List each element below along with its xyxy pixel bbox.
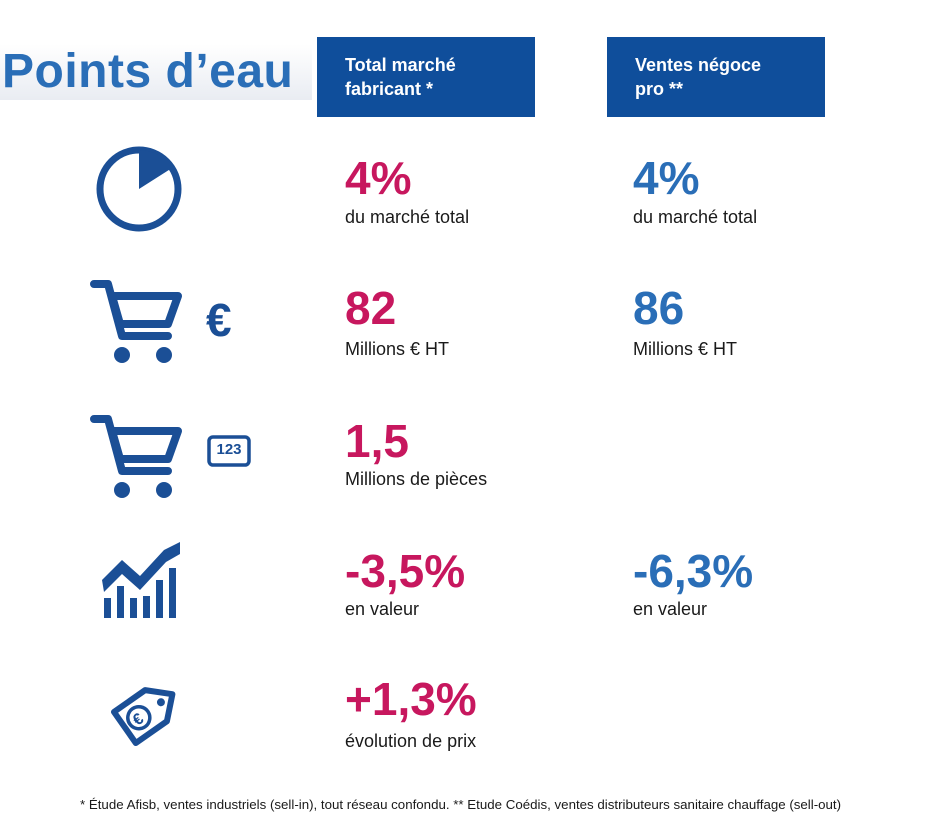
market-share-fabricant: 4% [345,152,412,204]
trend-chart-icon [102,542,180,618]
value-change-negoce: -6,3% [633,545,754,597]
price-change-fabricant: +1,3% [345,673,477,725]
sales-value-fabricant: 82 [345,282,397,334]
sales-value-negoce-label: Millions € HT [633,339,738,359]
title-band [0,44,312,100]
value-change-negoce-label: en valeur [633,599,708,619]
market-share-fabricant-label: du marché total [345,207,470,227]
pieces-count-fabricant-label: Millions de pièces [345,469,488,489]
value-change-fabricant: -3,5% [345,545,466,597]
pieces-count-fabricant: 1,5 [345,415,409,467]
cart-euro-icon: € [90,280,232,363]
column-header-ventes-negoce: Ventes négoce pro ** [607,37,825,117]
sales-value-fabricant-label: Millions € HT [345,339,450,359]
column-header-line: fabricant * [345,79,434,99]
price-tag-euro-icon: € [110,687,176,747]
footnote: * Étude Afisb, ventes industriels (sell-… [80,797,842,812]
market-share-negoce: 4% [633,152,700,204]
column-header-line: Ventes négoce [635,55,762,75]
page-title: Points d’eau [2,45,294,98]
column-header-total-marche: Total marché fabricant * [317,37,535,117]
price-change-fabricant-label: évolution de prix [345,731,477,751]
value-change-fabricant-label: en valeur [345,599,420,619]
cart-123-icon [90,415,251,498]
market-share-negoce-label: du marché total [633,207,758,227]
pie-icon [96,146,182,232]
column-header-line: pro ** [635,79,684,99]
column-header-line: Total marché [345,55,456,75]
count-badge-123: 123 [216,441,242,458]
svg-text:€: € [206,294,232,346]
sales-value-negoce: 86 [633,282,685,334]
